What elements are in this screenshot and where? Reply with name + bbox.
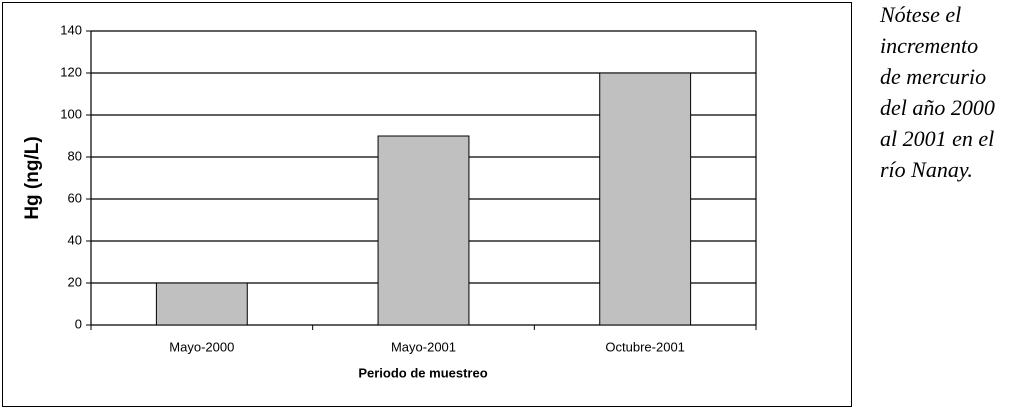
annotation-line: río Nanay. (880, 157, 973, 182)
bar (599, 72, 692, 326)
y-tick-label: 140 (60, 22, 82, 37)
bar (377, 135, 470, 326)
x-axis-label: Periodo de muestreo (358, 365, 487, 380)
annotation-line: al 2001 en el (880, 126, 994, 151)
y-tick-label: 60 (68, 190, 82, 205)
annotation-line: de mercurio (880, 64, 986, 89)
y-tick-label: 120 (60, 64, 82, 79)
chart-frame (2, 2, 852, 407)
y-tick-label: 20 (68, 274, 82, 289)
y-tick-label: 0 (75, 316, 82, 331)
y-tick-label: 80 (68, 148, 82, 163)
x-tick-label: Mayo-2001 (391, 339, 456, 354)
y-axis-label: Hg (ng/L) (22, 136, 43, 219)
x-tick-label: Octubre-2001 (605, 339, 685, 354)
annotation-line: incremento (880, 33, 978, 58)
y-tick-label: 100 (60, 106, 82, 121)
annotation-line: del año 2000 (880, 95, 995, 120)
annotation-line: Nótese el (879, 2, 961, 27)
x-tick-label: Mayo-2000 (169, 339, 234, 354)
bar (155, 282, 248, 326)
y-tick-label: 40 (68, 232, 82, 247)
